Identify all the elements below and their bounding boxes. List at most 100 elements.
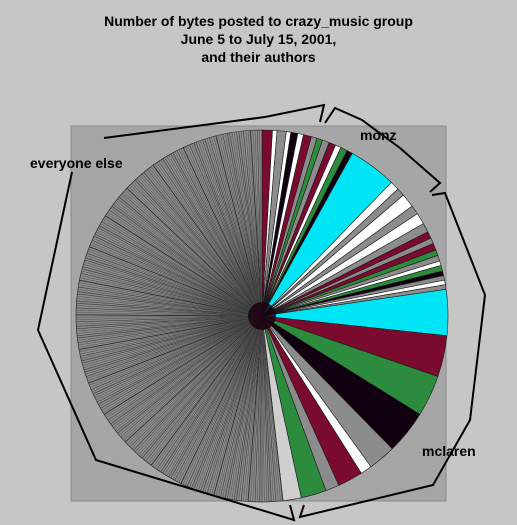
pie-slice-edge (261, 315, 272, 502)
pie-slice-edge (102, 219, 263, 317)
pie-slice-edge (149, 167, 263, 317)
pie-slice-edge (105, 215, 263, 317)
pie-slice-edge (215, 135, 263, 317)
pie-slice-edge (129, 315, 263, 448)
pie-slice-edge (113, 315, 263, 428)
pie-slice-edge (80, 315, 263, 359)
pie-slice-edge (83, 261, 263, 317)
pie-slice-edge (178, 315, 263, 483)
pie-slice-edge (77, 291, 263, 317)
pie-slice-edge (76, 315, 263, 327)
pie-slice-edge (90, 315, 263, 388)
pie-slice-edge (168, 154, 263, 317)
pie-slice-edge (100, 223, 263, 317)
chart-title-line-3: and their authors (201, 49, 316, 65)
pie-slice-edge (160, 315, 263, 473)
pie-slice-edge (77, 289, 263, 317)
pie-slice-edge (166, 156, 263, 317)
pie-slice-edge (206, 138, 263, 317)
pie-slice-edge (101, 315, 263, 411)
pie-slice-edge (120, 315, 263, 438)
pie-slice-edge (252, 130, 263, 317)
pie-slice-edge (93, 235, 263, 317)
pie-slice-edge (184, 315, 263, 486)
pie-slice-edge (99, 225, 263, 317)
pie-slice-edge (211, 136, 263, 317)
pie-slice-edge (79, 277, 263, 317)
pie-slice-edge (109, 209, 263, 317)
pie-slice-edge (78, 315, 263, 346)
pie-slice-edge (97, 229, 263, 317)
bracket-top (103, 103, 326, 139)
pie-slice-edge (90, 244, 263, 317)
chart-title-line-1: Number of bytes posted to crazy_music gr… (104, 13, 413, 29)
pie-slice-edge (170, 315, 263, 479)
pie-slice-edge (202, 315, 263, 493)
pie-slice-edge (77, 315, 263, 343)
pie-slice-edge (80, 273, 263, 317)
pie-slice-edge (174, 315, 263, 481)
bracket-mclaren (298, 191, 487, 519)
pie-slice-edge (193, 142, 263, 317)
pie-slice-edge (76, 302, 263, 317)
pie-slice-edge (195, 142, 263, 317)
pie-slice-edge (217, 135, 263, 317)
pie-slice-edge (117, 315, 263, 434)
pie-slice-edge (138, 176, 263, 317)
pie-slice-edge (96, 231, 263, 317)
pie-slice-edge (134, 179, 263, 317)
pie-slice-edge (87, 250, 263, 317)
pie-slice-edge (236, 315, 263, 501)
pie-slice-edge (94, 315, 263, 399)
bracket-monz (324, 106, 442, 193)
pie-slice-edge (220, 134, 263, 317)
pie-slice-edge (231, 132, 263, 317)
pie-slice-edge (152, 164, 263, 317)
pie-slice-edge (189, 315, 263, 488)
pie-slice-edge (88, 315, 263, 384)
pie-slice-edge (168, 315, 263, 478)
pie-slice-edge (238, 131, 263, 317)
pie-center (248, 302, 276, 330)
annotation-monz: monz (360, 127, 397, 143)
pie-slice-edge (141, 315, 263, 459)
pie-slice-edge (96, 315, 263, 401)
pie-slice-edge (78, 284, 263, 317)
pie-slice-edge (187, 145, 263, 317)
pie-slice-edge (76, 315, 263, 332)
pie-slice-edge (154, 163, 263, 317)
pie-slice-edge (245, 315, 263, 502)
pie-slice-edge (128, 315, 263, 446)
pie-slice-edge (76, 315, 263, 320)
pie-slice-edge (174, 151, 263, 317)
pie-slice-edge (80, 275, 263, 317)
pie-slices (75, 129, 449, 503)
pie-slice-edge (129, 184, 263, 317)
pie-slice-edge (261, 315, 277, 502)
pie-slice-edge (79, 315, 263, 355)
pie-slice-edge (259, 130, 263, 317)
pie-slice-edge (92, 315, 263, 395)
pie-slice-edge (243, 130, 263, 317)
pie-slice-edge (162, 158, 263, 317)
pie-slice-edge (208, 315, 263, 495)
pie-slice-edge (164, 315, 263, 475)
pie-slice-edge (76, 315, 263, 334)
pie-slice-edge (107, 315, 263, 421)
pie-slice-edge (211, 315, 263, 496)
pie-slice-edge (76, 298, 263, 317)
pie-slice-edge (76, 315, 263, 325)
pie-slice-edge (126, 187, 263, 317)
pie-slice-edge (261, 315, 265, 502)
pie-slice-edge (156, 162, 263, 317)
pie-slice-edge (92, 240, 263, 317)
pie-slice-edge (77, 315, 263, 336)
pie-slice-edge (226, 133, 263, 317)
pie-slice-edge (131, 183, 263, 317)
pie-slice-edge (86, 315, 263, 379)
pie-slice-edge (249, 130, 263, 317)
pie-slice-edge (147, 315, 263, 463)
pie-slice-edge (86, 253, 263, 317)
pie-slice-edge (121, 193, 263, 317)
pie-slice-edge (166, 315, 263, 476)
